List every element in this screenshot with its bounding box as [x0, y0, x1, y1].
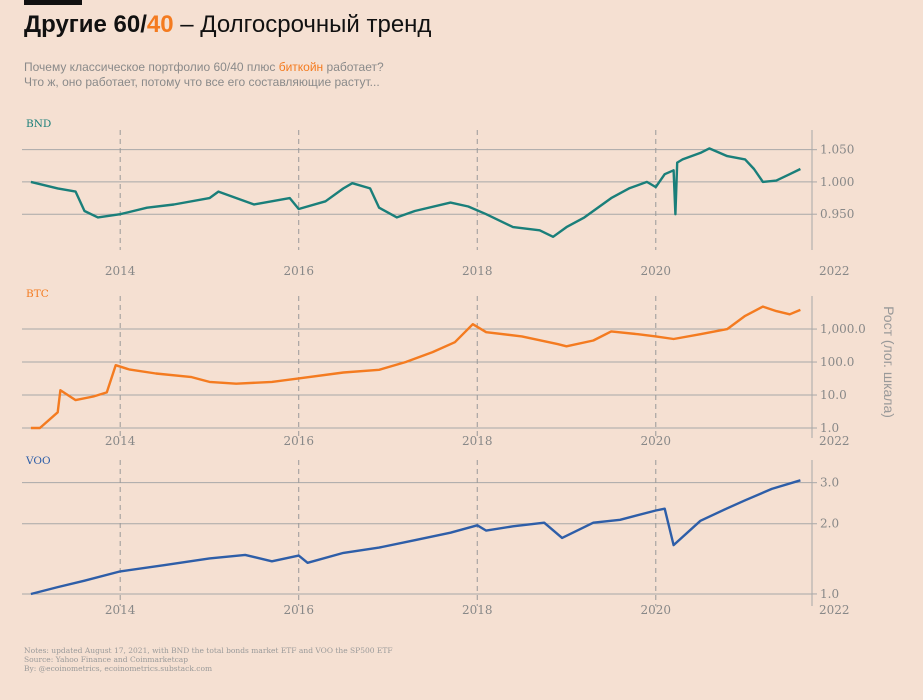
voo-xtick-label-2: 2018	[462, 603, 493, 617]
bnd-xtick-label-4: 2022	[819, 264, 850, 278]
top-accent-bar	[24, 0, 82, 5]
voo-xtick-label-3: 2020	[641, 603, 672, 617]
note-line-1: Notes: updated August 17, 2021, with BND…	[24, 646, 393, 655]
voo-xtick-label-1: 2016	[283, 603, 314, 617]
note-line-3: By: @ecoinometrics, ecoinometrics.substa…	[24, 664, 213, 673]
note-line-2: Source: Yahoo Finance and Coinmarketcap	[24, 655, 189, 664]
btc-series-line	[30, 305, 801, 430]
bnd-xtick-label-2: 2018	[462, 264, 493, 278]
subtitle-highlight: биткойн	[278, 60, 324, 74]
btc-ytick-label-1: 10.0	[820, 388, 847, 402]
btc-ytick-label-2: 100.0	[820, 355, 854, 369]
btc-ytick-label-0: 1.0	[820, 421, 839, 435]
btc-xtick-label-4: 2022	[819, 434, 850, 448]
chart-title: Другие 60/40 – Долгосрочный тренд	[24, 11, 431, 39]
bnd-xtick-label-1: 2016	[283, 264, 314, 278]
bnd-ytick-label-0: 0.950	[820, 207, 854, 221]
bnd-ytick-label-1: 1.000	[820, 175, 854, 189]
subtitle-post: работает?	[323, 60, 384, 74]
chart-notes: Notes: updated August 17, 2021, with BND…	[24, 646, 393, 673]
bnd-ytick-label-2: 1.050	[820, 143, 854, 157]
btc-panel-label: BTC	[26, 288, 49, 300]
btc-xtick-label-1: 2016	[283, 434, 314, 448]
voo-ytick-label-0: 1.0	[820, 587, 839, 601]
bnd-xtick-label-0: 2014	[105, 264, 136, 278]
subtitle-pre: Почему классическое портфолио 60/40 плюс	[24, 60, 279, 74]
bnd-series-line	[30, 147, 801, 238]
subtitle-line-1: Почему классическое портфолио 60/40 плюс…	[24, 60, 384, 75]
title-main: Другие 60/	[24, 11, 147, 38]
btc-xtick-label-3: 2020	[641, 434, 672, 448]
bnd-xtick-label-3: 2020	[641, 264, 672, 278]
voo-xtick-label-4: 2022	[819, 603, 850, 617]
btc-xtick-label-0: 2014	[105, 434, 136, 448]
voo-ytick-label-2: 3.0	[820, 476, 839, 490]
voo-panel-label: VOO	[25, 455, 51, 467]
voo-xtick-label-0: 2014	[105, 603, 136, 617]
chart-subtitle: Почему классическое портфолио 60/40 плюс…	[24, 60, 384, 90]
voo-series-line	[30, 479, 801, 596]
title-rest: – Долгосрочный тренд	[173, 11, 432, 38]
btc-ytick-label-3: 1,000.0	[820, 322, 866, 336]
voo-ytick-label-1: 2.0	[820, 517, 839, 531]
btc-xtick-label-2: 2018	[462, 434, 493, 448]
y-axis-title: Рост (лог. шкала)	[881, 306, 897, 418]
subtitle-line-2: Что ж, оно работает, потому что все его …	[24, 75, 380, 89]
title-accent: 40	[146, 11, 174, 38]
bnd-panel-label: BND	[26, 118, 51, 130]
